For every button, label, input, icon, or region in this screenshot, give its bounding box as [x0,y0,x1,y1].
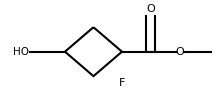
Text: O: O [146,3,155,13]
Text: O: O [176,47,184,57]
Text: F: F [119,78,125,88]
Text: HO: HO [13,47,29,57]
